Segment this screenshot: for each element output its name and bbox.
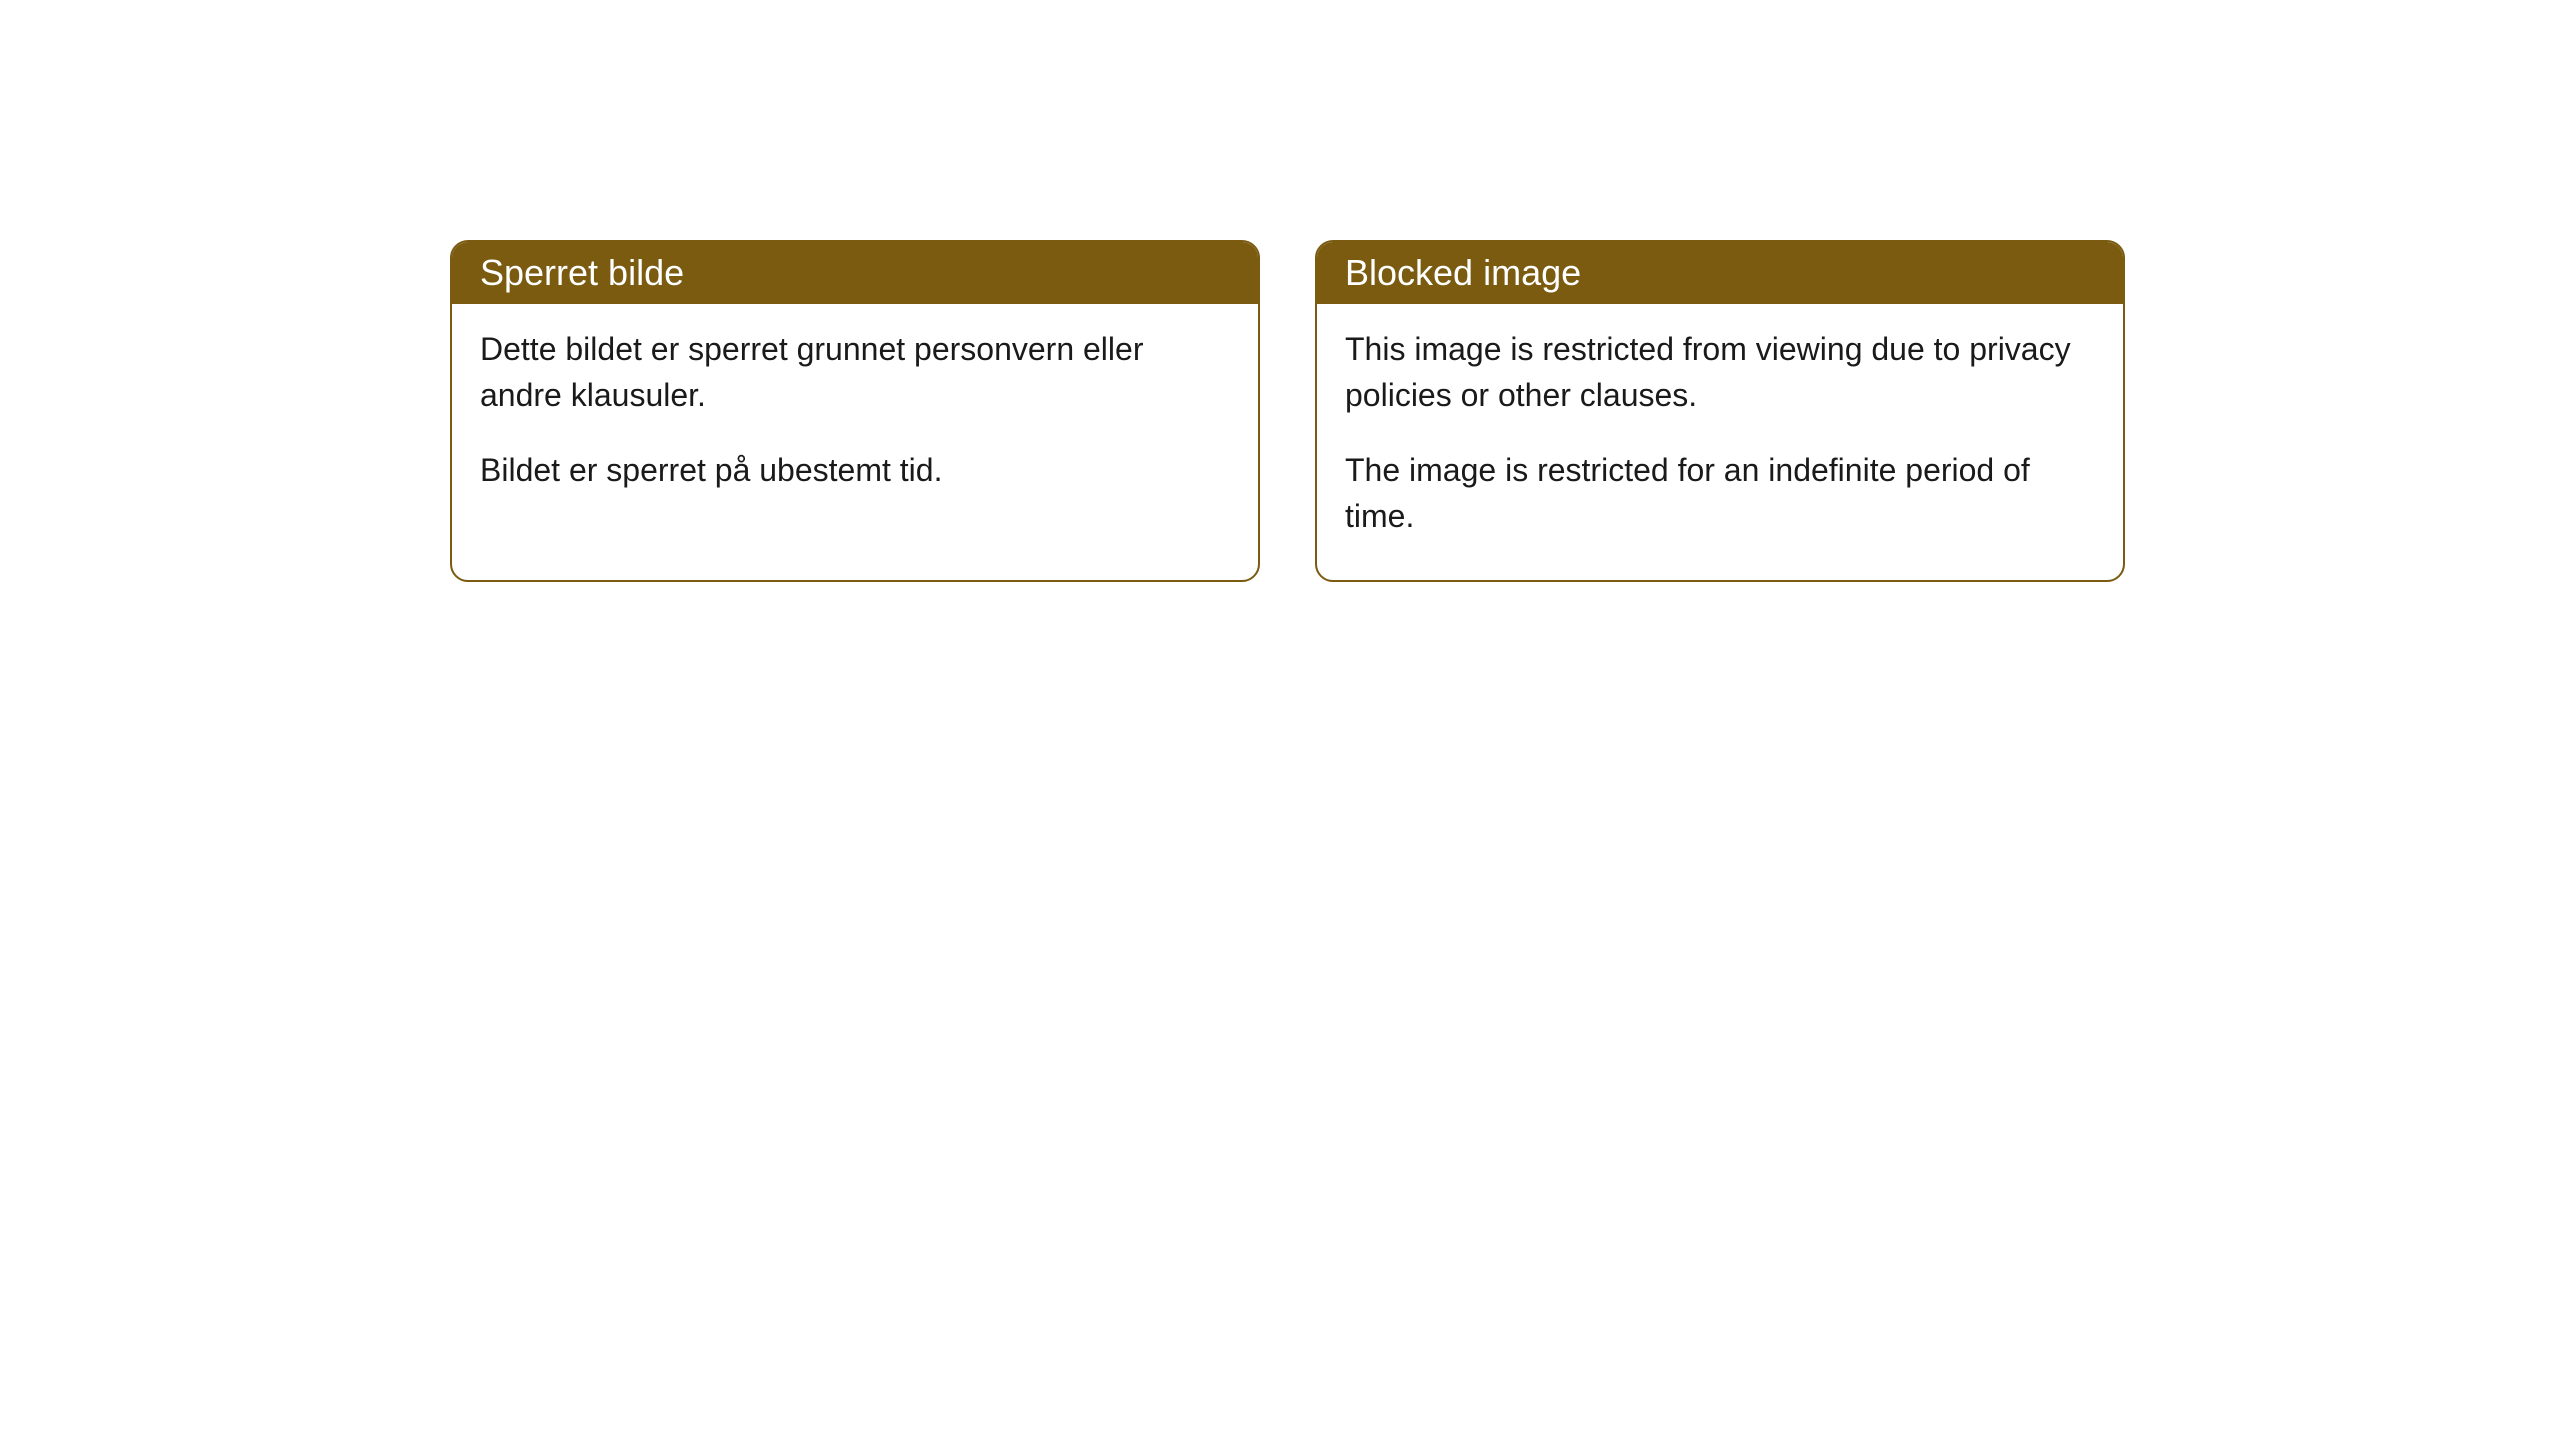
card-title: Blocked image: [1345, 252, 1581, 293]
card-body: This image is restricted from viewing du…: [1317, 304, 2123, 580]
card-header: Sperret bilde: [452, 242, 1258, 304]
card-title: Sperret bilde: [480, 252, 684, 293]
card-paragraph-1: Dette bildet er sperret grunnet personve…: [480, 326, 1230, 419]
card-header: Blocked image: [1317, 242, 2123, 304]
card-paragraph-2: Bildet er sperret på ubestemt tid.: [480, 447, 1230, 493]
card-paragraph-1: This image is restricted from viewing du…: [1345, 326, 2095, 419]
card-paragraph-2: The image is restricted for an indefinit…: [1345, 447, 2095, 540]
card-body: Dette bildet er sperret grunnet personve…: [452, 304, 1258, 533]
blocked-image-card-en: Blocked image This image is restricted f…: [1315, 240, 2125, 582]
blocked-image-card-no: Sperret bilde Dette bildet er sperret gr…: [450, 240, 1260, 582]
notice-cards-container: Sperret bilde Dette bildet er sperret gr…: [450, 240, 2125, 582]
